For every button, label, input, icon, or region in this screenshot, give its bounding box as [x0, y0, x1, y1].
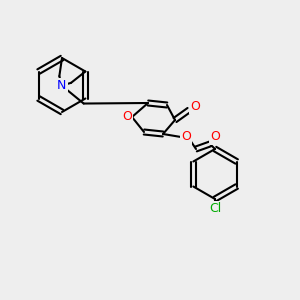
Text: O: O: [210, 130, 220, 143]
Text: Cl: Cl: [209, 202, 221, 215]
Text: O: O: [181, 130, 191, 143]
Text: O: O: [190, 100, 200, 112]
Text: O: O: [122, 110, 132, 124]
Text: N: N: [57, 79, 66, 92]
